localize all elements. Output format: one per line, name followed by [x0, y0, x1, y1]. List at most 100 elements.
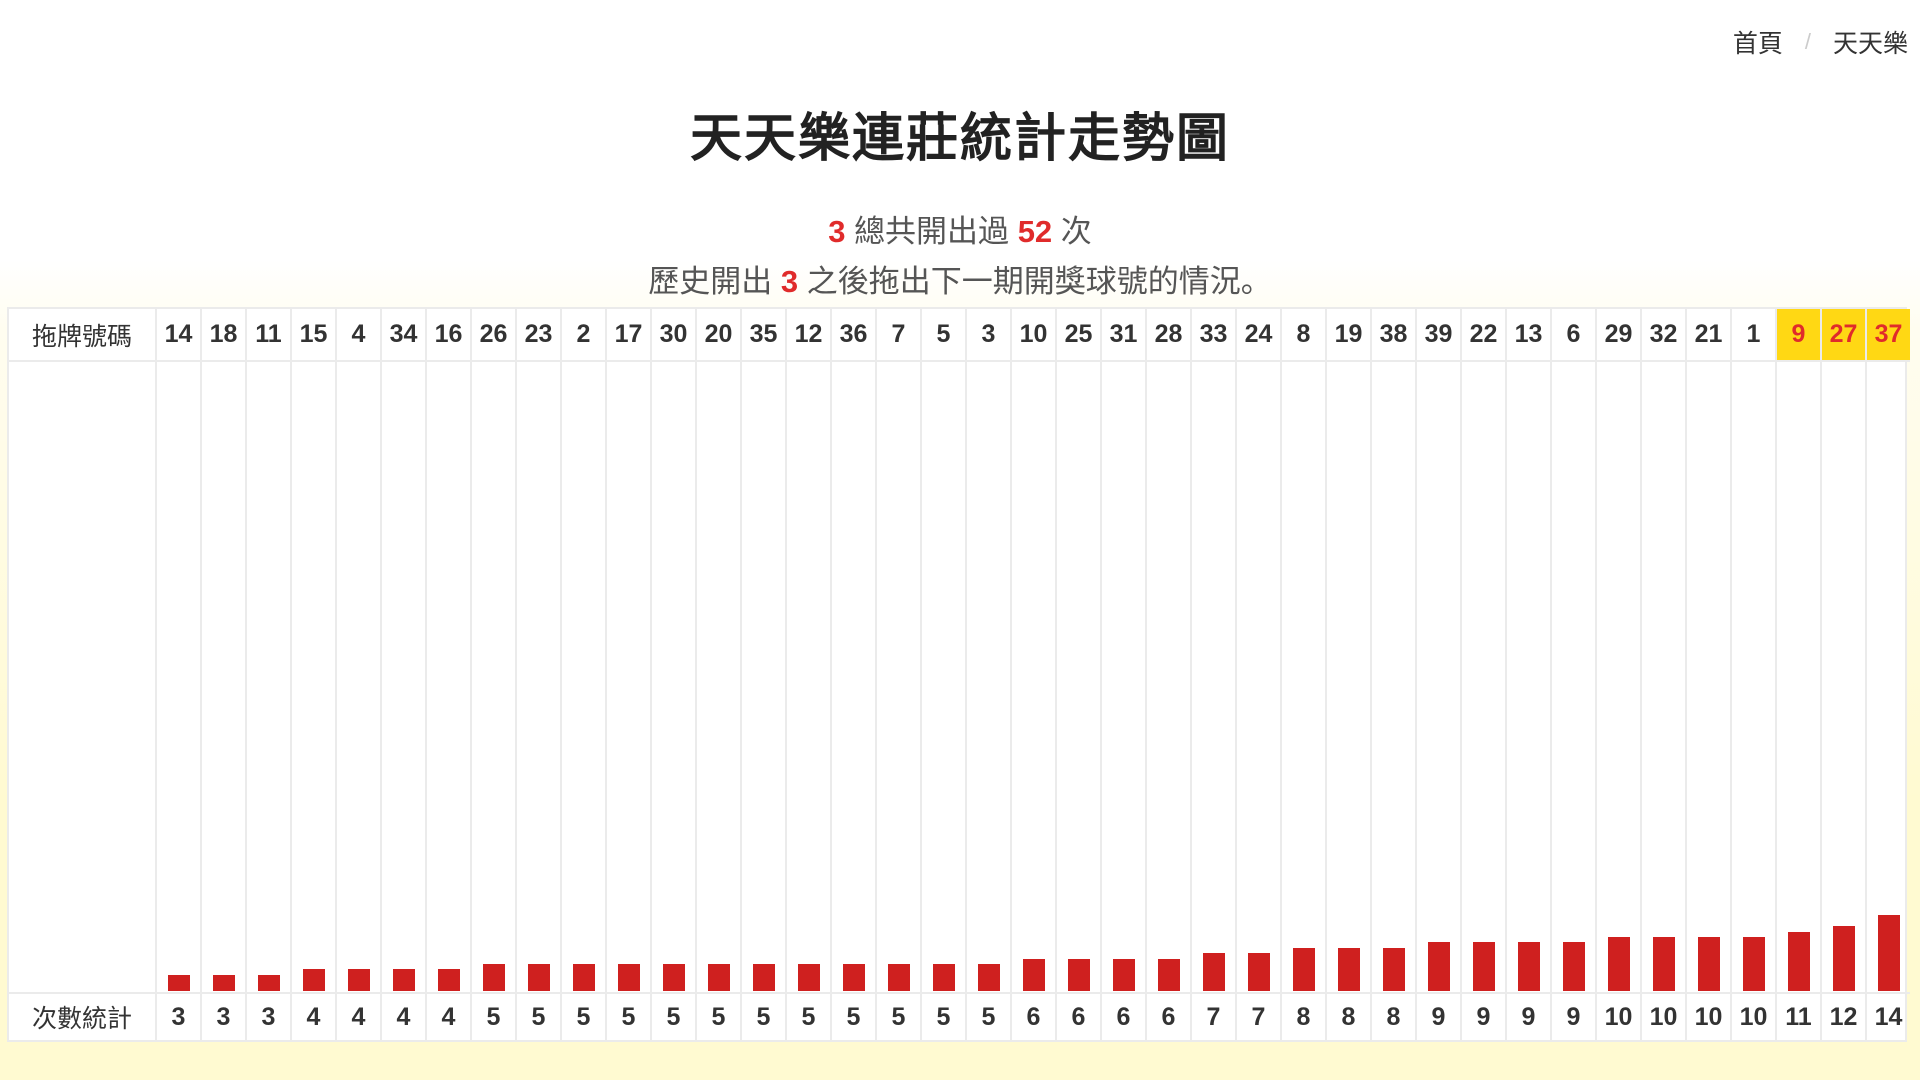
drag-number-cell: 22 — [1460, 309, 1505, 360]
bar-cell — [1325, 362, 1370, 992]
bar-cell — [1415, 362, 1460, 992]
bar-cell — [1550, 362, 1595, 992]
count-bar — [1337, 947, 1360, 991]
breadcrumb: 首頁 / 天天樂 — [1733, 24, 1908, 60]
drag-number-cell: 31 — [1100, 309, 1145, 360]
count-cell: 4 — [425, 994, 470, 1040]
drag-number-cell: 9 — [1775, 309, 1820, 360]
count-cell: 3 — [245, 994, 290, 1040]
count-bar — [887, 964, 910, 991]
count-bar — [1472, 942, 1495, 991]
bar-cell — [1730, 362, 1775, 992]
count-cell: 9 — [1415, 994, 1460, 1040]
bar-cell — [1640, 362, 1685, 992]
breadcrumb-home-link[interactable]: 首頁 — [1732, 30, 1783, 58]
drag-number-cell: 16 — [425, 309, 470, 360]
count-cell: 10 — [1640, 994, 1685, 1040]
trend-chart-table: 拖牌號碼 14 18 11 15 4 34 16 26 23 2 17 30 20 35 12 36 7 5 3 10… — [7, 307, 1910, 1042]
drag-number-cell: 14 — [155, 309, 200, 360]
count-bar — [482, 964, 505, 991]
breadcrumb-separator: / — [1804, 29, 1811, 54]
count-cell: 10 — [1730, 994, 1775, 1040]
count-cell: 5 — [515, 994, 560, 1040]
drag-number-cell: 32 — [1640, 309, 1685, 360]
bar-cell — [380, 362, 425, 992]
count-bar — [842, 964, 865, 991]
count-bar — [932, 964, 955, 991]
count-cell: 11 — [1775, 994, 1820, 1040]
count-bar — [707, 964, 730, 991]
drag-number-cell: 39 — [1415, 309, 1460, 360]
bar-cell — [1595, 362, 1640, 992]
bar-cell — [605, 362, 650, 992]
drag-number-cell: 21 — [1685, 309, 1730, 360]
bar-cell — [1010, 362, 1055, 992]
count-cell: 12 — [1820, 994, 1865, 1040]
bar-cell — [470, 362, 515, 992]
count-bar — [1742, 937, 1765, 991]
drag-number-cell: 1 — [1730, 309, 1775, 360]
bar-cell — [830, 362, 875, 992]
drag-number-cell: 13 — [1505, 309, 1550, 360]
count-bar — [1022, 958, 1045, 991]
breadcrumb-current: 天天樂 — [1832, 30, 1908, 58]
bar-cell — [875, 362, 920, 992]
bar-cell — [560, 362, 605, 992]
summary-unit: 次 — [1060, 214, 1092, 249]
drag-number-cell: 12 — [785, 309, 830, 360]
count-bar — [392, 969, 415, 991]
bar-cell — [1460, 362, 1505, 992]
drag-number-cell: 20 — [695, 309, 740, 360]
chart-label-spacer — [9, 362, 155, 992]
bar-cell — [1235, 362, 1280, 992]
count-bar — [1292, 947, 1315, 991]
drag-number-cell: 11 — [245, 309, 290, 360]
count-bar — [1607, 937, 1630, 991]
count-bar — [302, 969, 325, 991]
count-bar — [437, 969, 460, 991]
bar-cell — [515, 362, 560, 992]
count-bar — [1202, 953, 1225, 991]
drag-number-cell: 4 — [335, 309, 380, 360]
count-row: 次數統計 3 3 3 4 4 4 4 5 5 5 5 5 5 5 5 5 5 5 5 6 6 6 6 7 7 8 8 8 9 9 9 9 10 1… — [9, 994, 1910, 1040]
drag-number-cell: 7 — [875, 309, 920, 360]
bar-cell — [1775, 362, 1820, 992]
count-cell: 9 — [1550, 994, 1595, 1040]
bar-cell — [1505, 362, 1550, 992]
count-bar — [1427, 942, 1450, 991]
count-bar — [1517, 942, 1540, 991]
count-cell: 6 — [1055, 994, 1100, 1040]
drag-number-cell: 34 — [380, 309, 425, 360]
count-cell: 9 — [1505, 994, 1550, 1040]
count-cell: 10 — [1685, 994, 1730, 1040]
drag-number-cell: 6 — [1550, 309, 1595, 360]
count-cell: 10 — [1595, 994, 1640, 1040]
bar-cell — [1865, 362, 1910, 992]
count-bar — [212, 974, 235, 991]
drag-number-cell: 33 — [1190, 309, 1235, 360]
drag-number-cell: 18 — [200, 309, 245, 360]
drag-number-cell: 19 — [1325, 309, 1370, 360]
bar-cell — [650, 362, 695, 992]
drag-number-cell: 35 — [740, 309, 785, 360]
count-cell: 5 — [875, 994, 920, 1040]
bar-cell — [335, 362, 380, 992]
drag-number-cell: 38 — [1370, 309, 1415, 360]
count-bar — [167, 974, 190, 991]
count-bar — [1787, 931, 1810, 991]
count-cell: 7 — [1235, 994, 1280, 1040]
count-bar — [1067, 958, 1090, 991]
count-cell: 5 — [560, 994, 605, 1040]
count-bar — [1112, 958, 1135, 991]
summary-text: 總共開出過 — [854, 214, 1010, 249]
drag-number-cell: 8 — [1280, 309, 1325, 360]
bar-cell — [965, 362, 1010, 992]
count-bar — [662, 964, 685, 991]
summary-total: 3 總共開出過 52 次 — [0, 206, 1920, 251]
description-text-a: 歷史開出 — [648, 264, 773, 299]
count-label: 次數統計 — [31, 1005, 132, 1033]
bar-cell — [290, 362, 335, 992]
count-cell: 6 — [1010, 994, 1055, 1040]
count-bar — [572, 964, 595, 991]
count-cell: 8 — [1325, 994, 1370, 1040]
